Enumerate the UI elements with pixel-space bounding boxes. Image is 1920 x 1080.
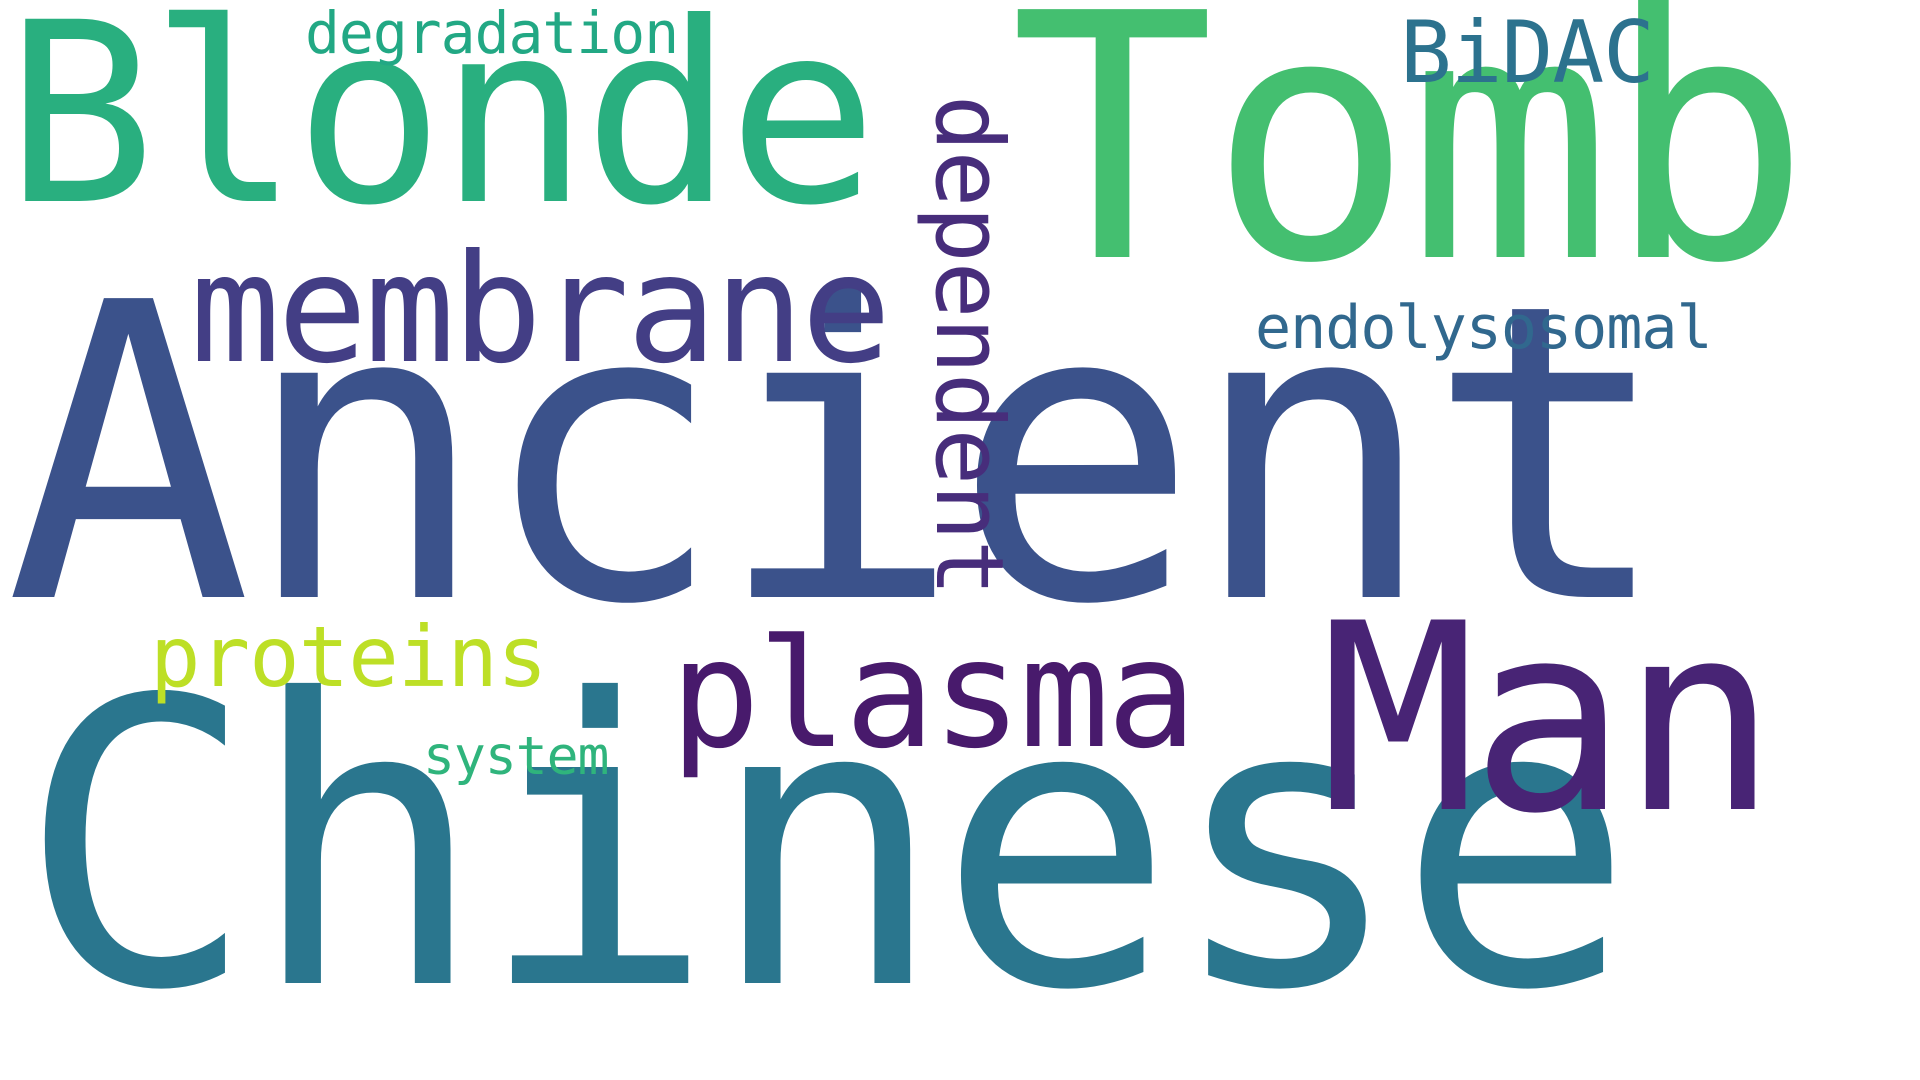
word-ancient: Ancient bbox=[5, 216, 1673, 694]
word-system: system bbox=[423, 726, 609, 787]
word-dependent: dependent bbox=[914, 95, 1023, 596]
word-endolysosomal: endolysosomal bbox=[1255, 293, 1713, 363]
word-man: Man bbox=[1320, 569, 1778, 871]
word-blonde: Blonde bbox=[5, 0, 878, 260]
word-chinese: Chinese bbox=[18, 617, 1635, 1077]
word-degradation: degradation bbox=[305, 0, 679, 67]
word-membrane: membrane bbox=[190, 223, 891, 397]
word-tomb: Tomb bbox=[1010, 0, 1811, 338]
word-proteins: proteins bbox=[150, 608, 548, 706]
word-plasma: plasma bbox=[670, 608, 1197, 782]
word-bidac: BiDAC bbox=[1400, 3, 1655, 103]
